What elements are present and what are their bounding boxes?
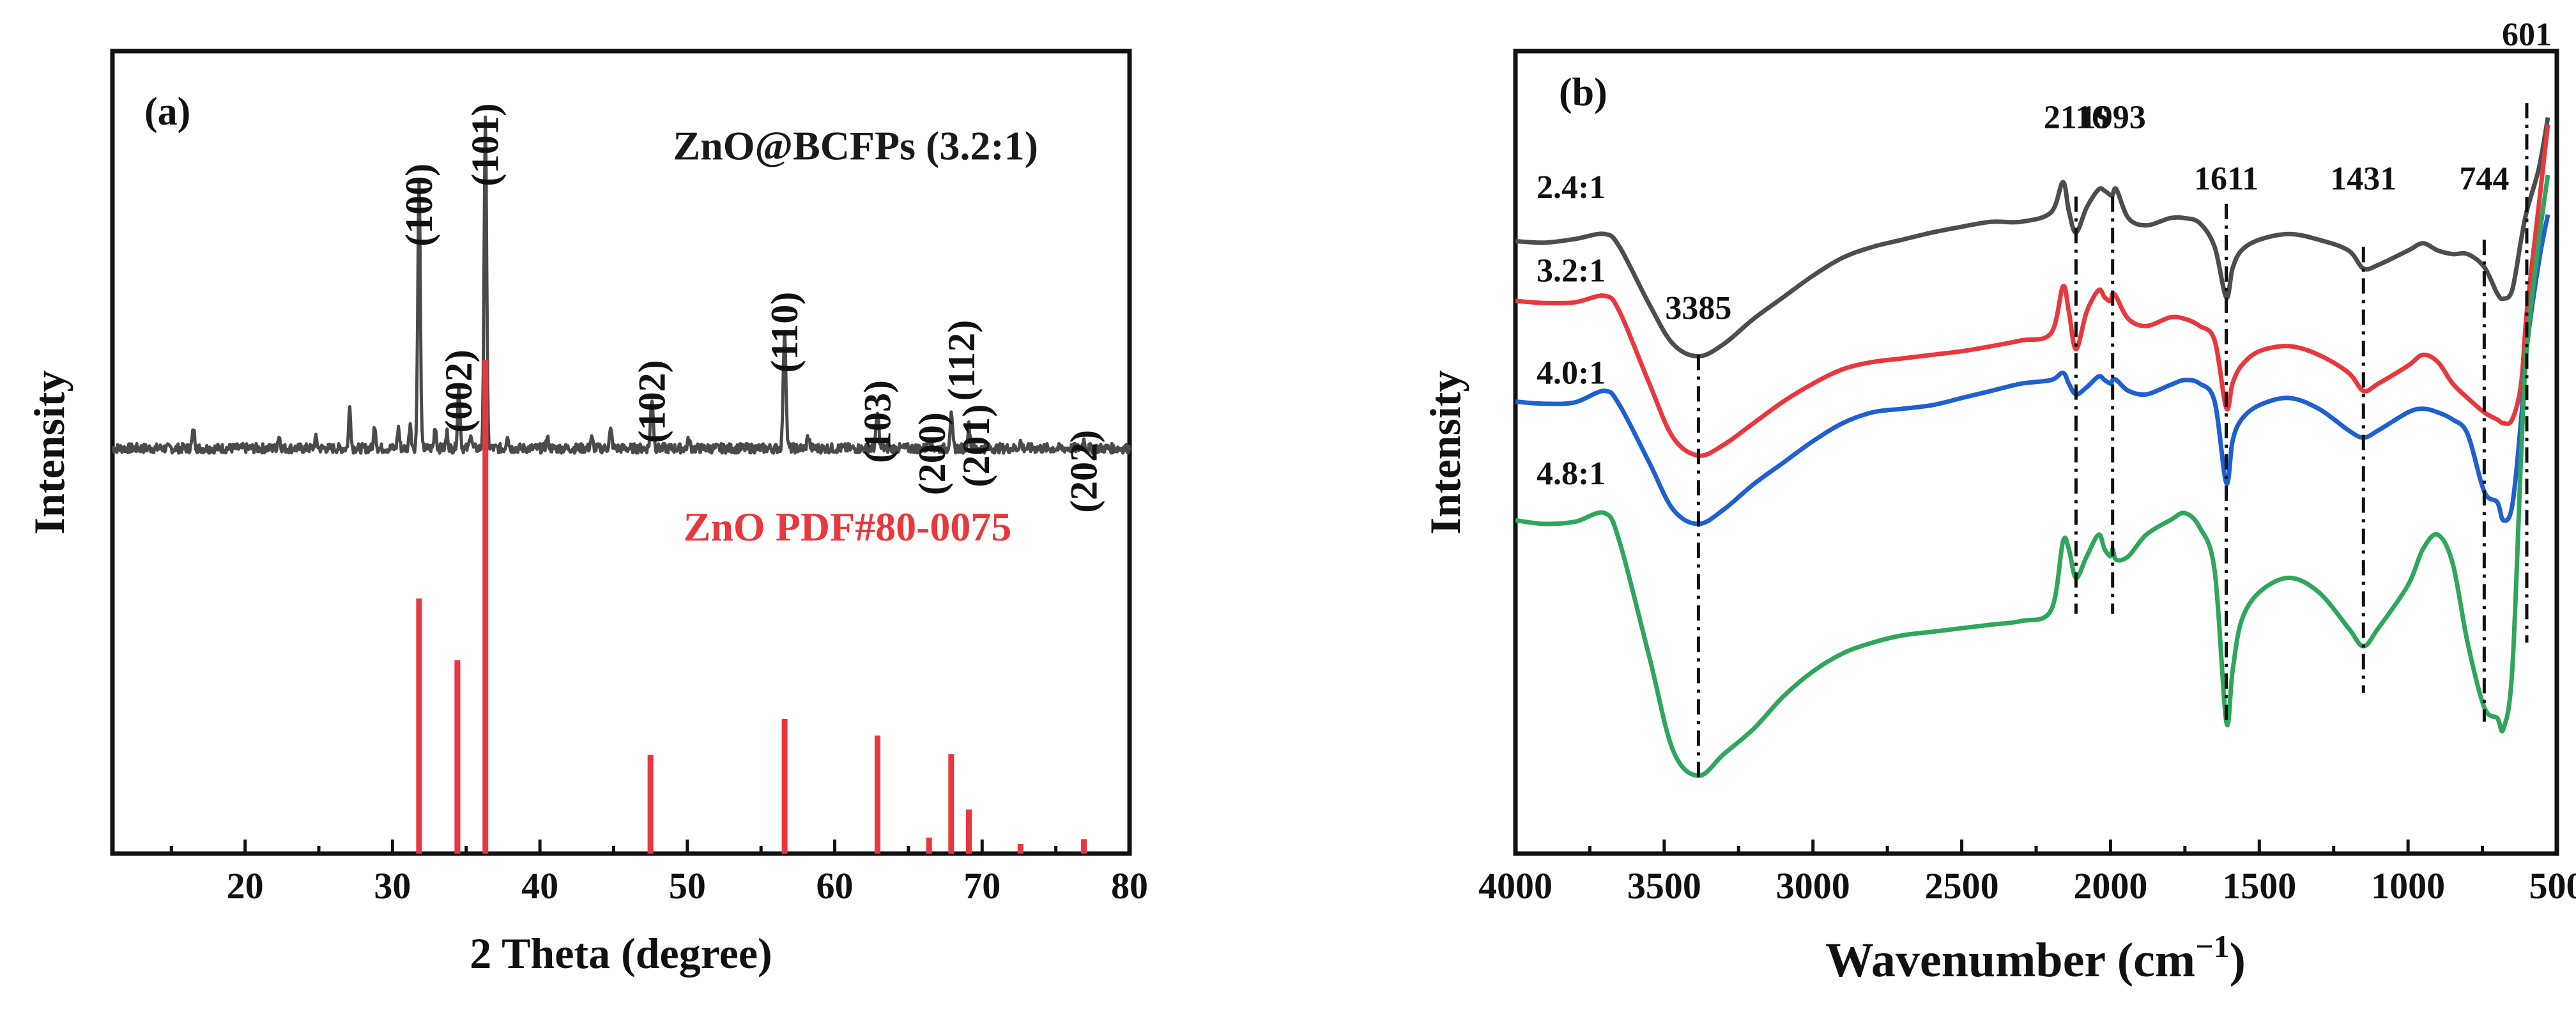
- miller-index-label: (112): [940, 320, 983, 401]
- x-tick-label: 500: [2529, 865, 2576, 907]
- peak-wavenumber-label: 3385: [1665, 290, 1731, 326]
- panel-b-x-axis-label: Wavenumber (cm−1): [1825, 928, 2246, 987]
- series-ratio-label: 4.8:1: [1537, 456, 1606, 492]
- panel-b-tag: (b): [1559, 71, 1607, 114]
- x-tick-label: 60: [816, 865, 854, 907]
- ftir-series-line: [1515, 214, 2550, 526]
- x-tick-label: 3000: [1776, 865, 1850, 907]
- panel-a-tag: (a): [144, 90, 190, 134]
- miller-index-label: (002): [438, 349, 480, 433]
- x-tick-label: 1500: [2222, 865, 2296, 907]
- panel-b-frame: [1513, 49, 2559, 856]
- miller-index-label: (102): [631, 360, 673, 443]
- peak-wavenumber-label: 1611: [2194, 160, 2258, 197]
- miller-index-label: (110): [763, 292, 806, 373]
- miller-index-label: (202): [1062, 430, 1105, 513]
- miller-index-label: (100): [398, 164, 440, 247]
- series-ratio-label: 3.2:1: [1537, 253, 1606, 289]
- peak-wavenumber-label: 2116: [2044, 100, 2108, 136]
- panel-a: (a) (100)(002)(101)(102)(110)(103) (200)(…: [25, 49, 1148, 978]
- miller-index-label: (201): [955, 404, 997, 487]
- x-tick-label: 4000: [1478, 865, 1552, 907]
- panel-b-x-ticks: 4000 3500 3000 2500 2000 1500 1000 500: [1478, 840, 2576, 907]
- panel-a-x-axis-label: 2 Theta (degree): [470, 929, 772, 978]
- panel-a-y-axis-label: Intensity: [25, 371, 73, 535]
- panel-b-y-axis-label: Intensity: [1421, 371, 1469, 535]
- x-tick-label: 1000: [2371, 865, 2445, 907]
- series-ratio-label: 2.4:1: [1537, 169, 1606, 206]
- x-tick-label: 30: [374, 865, 411, 907]
- x-tick-label: 20: [227, 865, 264, 907]
- peak-wavenumber-label: 744: [2459, 160, 2509, 197]
- miller-index-label: (103): [856, 380, 898, 463]
- miller-index-label: (101): [464, 104, 507, 187]
- panel-a-plot-area: (100) (002) (101) (102) (110) (103) (200) (112)…: [111, 104, 1131, 854]
- series-legend-label: ZnO PDF#80-0075: [684, 504, 1012, 549]
- xrd-pattern-line: [111, 115, 1131, 455]
- x-tick-label: 2500: [1925, 865, 1999, 907]
- panel-a-x-ticks: 20 30 40 50 60 70 80: [169, 840, 1148, 907]
- x-tick-label: 3500: [1627, 865, 1701, 907]
- x-tick-label: 40: [521, 865, 558, 907]
- ftir-series-line: [1515, 117, 2550, 359]
- ftir-series-line: [1515, 124, 2550, 458]
- x-tick-label: 50: [669, 865, 706, 907]
- miller-index-label: (200): [911, 412, 953, 495]
- panel-b-x-axis-label-close: ): [2230, 933, 2246, 987]
- panel-b-x-axis-label-superscript: −1: [2195, 928, 2230, 964]
- peak-wavenumber-label: 1993: [2080, 100, 2146, 136]
- ftir-series-line: [1515, 174, 2550, 778]
- series-ratio-label: 4.0:1: [1537, 355, 1606, 391]
- x-tick-label: 80: [1111, 865, 1148, 907]
- peak-wavenumber-label: 601: [2502, 17, 2552, 53]
- x-tick-label: 2000: [2073, 865, 2147, 907]
- peak-wavenumber-label: 1431: [2330, 160, 2396, 197]
- panel-b-x-axis-label-main: Wavenumber (cm: [1825, 933, 2195, 987]
- series-legend-label: ZnO@BCFPs (3.2:1): [673, 123, 1038, 169]
- x-tick-label: 70: [963, 865, 1000, 907]
